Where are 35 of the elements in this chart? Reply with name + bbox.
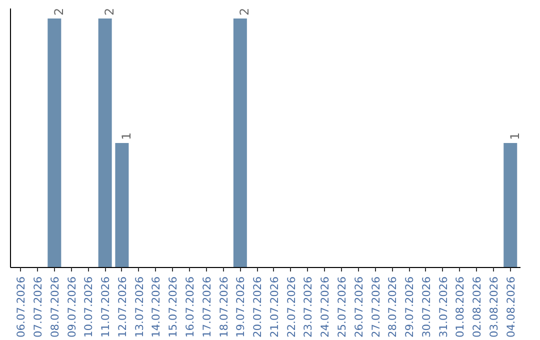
x-tick-label: 01.08.2026 — [454, 276, 467, 338]
x-tick-label: 12.07.2026 — [116, 276, 129, 338]
x-tick-label: 08.07.2026 — [48, 276, 62, 338]
x-tick-label: 02.08.2026 — [470, 276, 484, 338]
x-tick-label: 27.07.2026 — [369, 276, 382, 338]
x-tick-label: 22.07.2026 — [284, 276, 298, 338]
x-tick-label: 28.07.2026 — [386, 276, 400, 338]
x-tick-label: 31.07.2026 — [436, 276, 450, 338]
x-tick-label: 30.07.2026 — [420, 276, 433, 338]
x-tick-label: 16.07.2026 — [184, 276, 197, 338]
x-tick-label: 25.07.2026 — [335, 276, 348, 338]
x-tick-label: 03.08.2026 — [487, 276, 500, 338]
x-tick-label: 20.07.2026 — [251, 276, 264, 338]
x-tick-label: 26.07.2026 — [352, 276, 366, 338]
data-label: 1 — [119, 132, 134, 140]
x-tick-label: 19.07.2026 — [234, 276, 248, 338]
x-tick-label: 09.07.2026 — [65, 276, 78, 338]
x-tick-label: 06.07.2026 — [14, 276, 28, 338]
x-tick-label: 15.07.2026 — [166, 276, 180, 338]
x-tick-label: 18.07.2026 — [217, 276, 230, 338]
data-label: 1 — [508, 132, 522, 140]
x-tick-label: 24.07.2026 — [318, 276, 332, 338]
x-tick-label: 21.07.2026 — [268, 276, 281, 338]
x-tick-label: 11.07.2026 — [99, 276, 112, 338]
x-tick-label: 14.07.2026 — [150, 276, 163, 338]
x-tick-label: 07.07.2026 — [32, 276, 45, 338]
data-label: 2 — [52, 8, 66, 16]
x-tick-label: 29.07.2026 — [403, 276, 416, 338]
x-tick-label: 04.08.2026 — [504, 276, 518, 338]
x-tick-label: 13.07.2026 — [132, 276, 146, 338]
x-tick-label: 10.07.2026 — [82, 276, 96, 338]
data-label: 2 — [238, 8, 252, 16]
x-tick-label: 17.07.2026 — [200, 276, 214, 338]
x-tick-label: 23.07.2026 — [302, 276, 315, 338]
data-label: 2 — [102, 8, 117, 16]
